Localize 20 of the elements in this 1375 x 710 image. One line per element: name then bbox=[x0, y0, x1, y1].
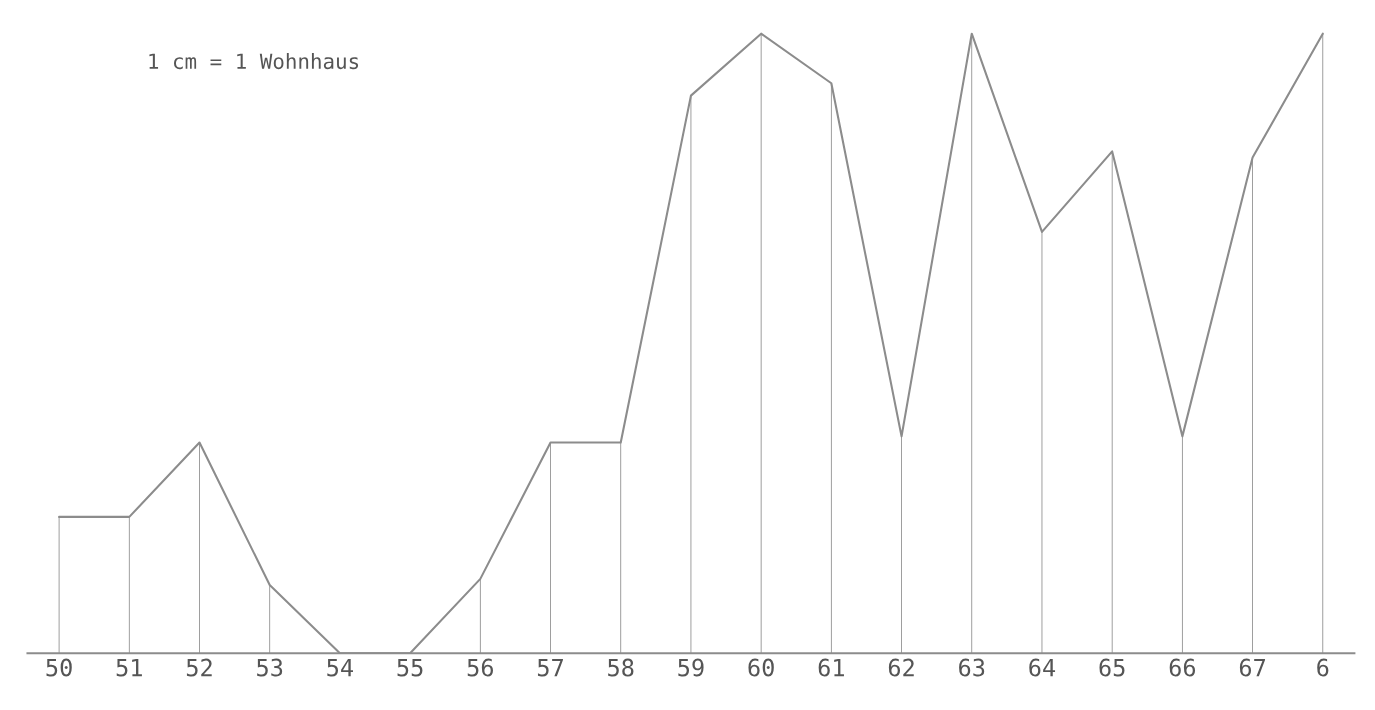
x-tick-label: 66 bbox=[1169, 658, 1196, 677]
x-tick-label: 63 bbox=[959, 658, 985, 677]
x-tick-label: 58 bbox=[608, 658, 634, 677]
x-tick-label: 54 bbox=[327, 658, 353, 677]
x-tick-label: 50 bbox=[46, 658, 72, 677]
x-tick-label: 55 bbox=[397, 658, 423, 677]
x-tick-label: 53 bbox=[257, 658, 283, 677]
x-tick-label: 59 bbox=[678, 658, 704, 677]
x-tick-label: 57 bbox=[537, 658, 563, 677]
annotation: 1 cm = 1 Wohnhaus bbox=[149, 53, 359, 70]
x-tick-label: 62 bbox=[888, 658, 914, 677]
x-tick-label: 56 bbox=[467, 658, 494, 677]
x-tick-label: 65 bbox=[1099, 658, 1125, 677]
x-tick-label: 61 bbox=[818, 658, 844, 677]
x-tick-label: 6 bbox=[1317, 658, 1329, 677]
x-tick-label: 60 bbox=[748, 658, 774, 677]
x-tick-label: 52 bbox=[186, 658, 212, 677]
x-tick-label: 67 bbox=[1239, 658, 1266, 677]
x-tick-label: 51 bbox=[116, 658, 142, 677]
x-tick-label: 64 bbox=[1029, 658, 1056, 677]
